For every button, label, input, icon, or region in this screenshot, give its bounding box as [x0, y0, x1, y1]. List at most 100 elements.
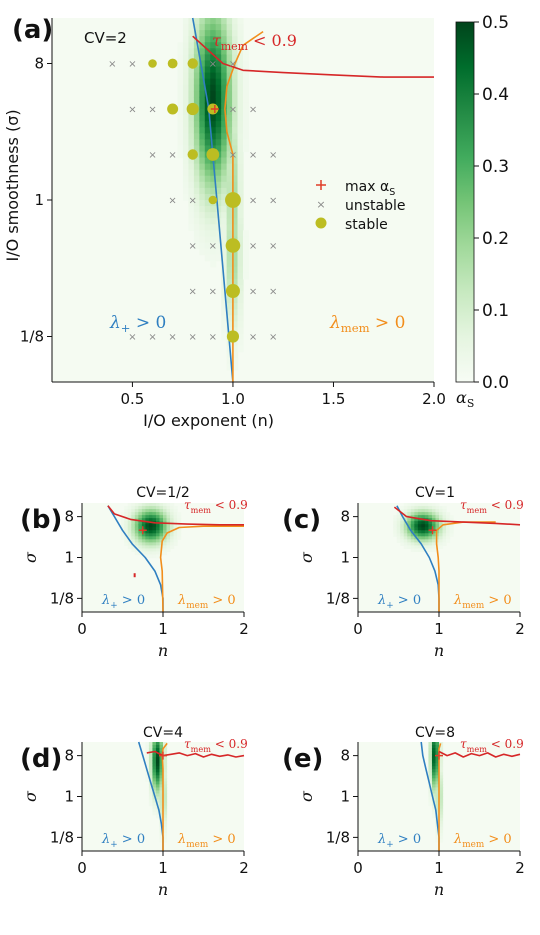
heatmap-cell [193, 90, 200, 98]
heatmap-cell [193, 181, 200, 189]
heatmap-cell [163, 760, 168, 764]
heatmap-cell [232, 260, 239, 268]
heatmap-cell [428, 757, 433, 761]
heatmap-cell [414, 515, 419, 519]
heatmap-cell [163, 515, 168, 519]
heatmap-cell [410, 524, 415, 528]
heatmap-cell [148, 757, 154, 761]
x-tick-label: 2 [515, 859, 525, 877]
heatmap-cell [148, 799, 154, 804]
heatmap-cell [155, 811, 161, 816]
unstable-point: × [189, 241, 197, 252]
unstable-point: × [249, 287, 257, 298]
heatmap-cell [182, 145, 190, 153]
heatmap-cell [182, 90, 190, 98]
heatmap-cell [170, 527, 175, 531]
heatmap-cell [226, 133, 233, 140]
heatmap-cell [232, 145, 239, 153]
heatmap-cell [442, 539, 447, 543]
heatmap-cell [163, 539, 168, 543]
max-alpha-point [428, 526, 437, 535]
heatmap-cell [410, 527, 415, 531]
heatmap-cell [221, 266, 228, 274]
heatmap-cell [199, 212, 206, 219]
heatmap-cell [199, 206, 206, 213]
stable-point [208, 195, 218, 205]
heatmap-cell [403, 527, 408, 531]
heatmap-cell [243, 127, 250, 134]
heatmap-cell [232, 175, 239, 183]
heatmap-cell [210, 30, 217, 37]
heatmap-cell [193, 157, 200, 165]
heatmap-cell [226, 315, 233, 322]
heatmap-cell [152, 533, 157, 537]
heatmap-cell [439, 823, 444, 828]
heatmap-cell [237, 254, 244, 262]
heatmap-cell [396, 518, 401, 522]
heatmap-cell [163, 829, 168, 834]
heatmap-cell [435, 769, 440, 773]
heatmap-cell [166, 515, 171, 519]
heatmap-cell [159, 838, 164, 843]
heatmap-cell [226, 278, 233, 286]
heatmap-cell [134, 509, 139, 513]
heatmap-cell [215, 127, 222, 134]
heatmap-cell [417, 515, 422, 519]
heatmap-cell [182, 187, 190, 195]
heatmap-cell [226, 84, 233, 92]
heatmap-cell [442, 533, 447, 537]
heatmap-cell [155, 533, 161, 537]
heatmap-cell [199, 157, 206, 165]
heatmap-cell [204, 218, 211, 225]
heatmap-cell [120, 533, 125, 537]
heatmap-cell [134, 512, 139, 516]
heatmap-cell [449, 527, 454, 531]
heatmap-cell [232, 345, 239, 353]
heatmap-cell [221, 151, 228, 159]
heatmap-cell [226, 297, 233, 304]
heatmap-cell [141, 533, 146, 537]
heatmap-cell [226, 181, 233, 189]
heatmap-cell [152, 539, 157, 543]
heatmap-cell [428, 503, 433, 507]
heatmap-cell [428, 766, 433, 770]
heatmap-cell [148, 769, 154, 773]
stable-point [225, 238, 241, 253]
heatmap-cell [428, 781, 433, 785]
heatmap-cell [177, 145, 184, 153]
heatmap-cell [155, 536, 161, 540]
heatmap-cell [439, 838, 444, 843]
heatmap-cell [243, 230, 250, 237]
heatmap-cell [400, 521, 405, 525]
heatmap-cell [134, 524, 139, 528]
heatmap-cell [232, 272, 239, 280]
heatmap-cell [170, 530, 175, 534]
heatmap-cell [188, 200, 195, 207]
y-axis-label: σ [21, 790, 40, 802]
heatmap-cell [131, 512, 136, 516]
heatmap-cell [210, 36, 217, 43]
tau-mem-boundary-line [107, 505, 244, 526]
heatmap-cell [155, 808, 161, 813]
heatmap-cell [414, 506, 419, 510]
heatmap-cell [177, 518, 182, 522]
heatmap-cell [177, 90, 184, 98]
heatmap-cell [138, 545, 143, 550]
heatmap-cell [152, 748, 157, 752]
heatmap-cell [159, 745, 164, 749]
heatmap-cell [166, 503, 171, 507]
heatmap-cell [439, 775, 444, 779]
heatmap-cell [173, 515, 178, 519]
heatmap-cell [442, 521, 447, 525]
heatmap-cell [428, 512, 433, 516]
heatmap-cell [145, 521, 150, 525]
heatmap-cell [204, 175, 211, 183]
heatmap-cell [166, 548, 171, 553]
heatmap-cell [435, 536, 440, 540]
heatmap-cell [155, 742, 161, 746]
heatmap-cell [221, 72, 228, 80]
heatmap-cell [159, 808, 164, 813]
heatmap-cell [210, 236, 217, 244]
heatmap-cell [237, 327, 244, 335]
heatmap-cell [155, 530, 161, 534]
